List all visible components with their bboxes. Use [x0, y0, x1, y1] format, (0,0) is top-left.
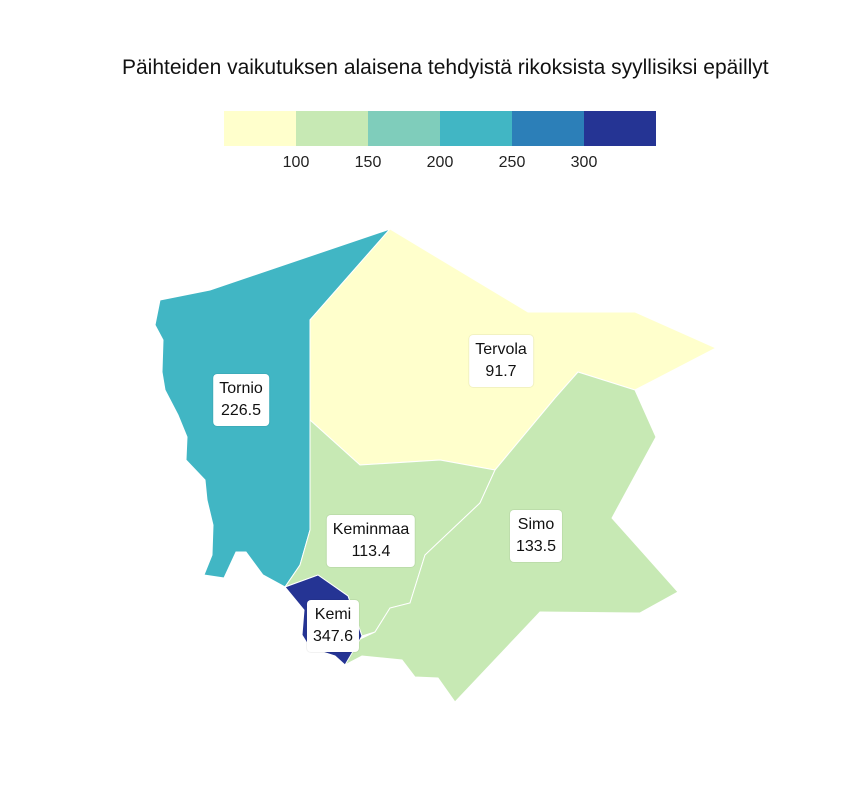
map-title: Päihteiden vaikutuksen alaisena tehdyist… — [122, 56, 769, 79]
region-value: 113.4 — [351, 543, 391, 560]
legend-tick: 200 — [426, 154, 454, 171]
legend-swatch — [584, 111, 656, 146]
region-name: Tervola — [475, 341, 527, 358]
region-value: 91.7 — [485, 363, 517, 380]
region-value: 226.5 — [220, 402, 262, 419]
legend-swatch — [440, 111, 512, 146]
region-value: 347.6 — [312, 628, 354, 645]
region-label-tervola: Tervola 91.7 — [469, 335, 533, 387]
legend-swatch — [368, 111, 440, 146]
legend-swatch — [224, 111, 296, 146]
region-name: Simo — [517, 516, 555, 533]
region-label-tornio: Tornio 226.5 — [213, 374, 269, 426]
legend-tick: 250 — [498, 154, 526, 171]
region-label-simo: Simo 133.5 — [509, 510, 563, 562]
legend-tick: 300 — [570, 154, 598, 171]
legend-swatch — [296, 111, 368, 146]
region-name: Tornio — [219, 380, 263, 397]
legend-tick: 100 — [282, 154, 310, 171]
legend-swatch — [512, 111, 584, 146]
region-name: Keminmaa — [332, 521, 410, 538]
region-name: Kemi — [314, 606, 352, 623]
legend-tick: 150 — [354, 154, 382, 171]
region-value: 133.5 — [515, 538, 557, 555]
region-label-kemi: Kemi 347.6 — [306, 600, 360, 652]
region-label-keminmaa: Keminmaa 113.4 — [326, 515, 416, 567]
